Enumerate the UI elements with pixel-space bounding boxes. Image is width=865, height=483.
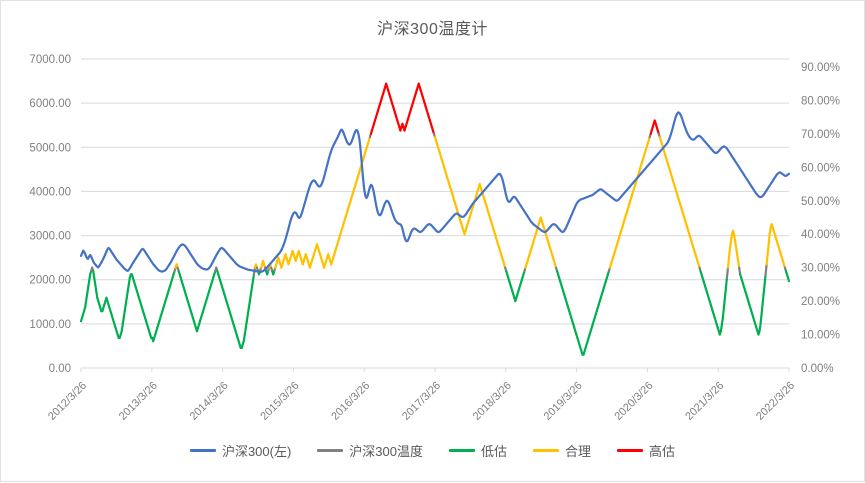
- legend-item[interactable]: 沪深300(左): [189, 441, 292, 460]
- x-axis-tick: 2021/3/26: [683, 380, 726, 423]
- legend-swatch-icon: [533, 448, 560, 453]
- y-axis-left-tick: 2000.00: [29, 275, 71, 287]
- y-axis-left-tick: 5000.00: [29, 142, 71, 154]
- y-axis-left-tick: 3000.00: [29, 231, 71, 243]
- x-axis-tick: 2018/3/26: [471, 380, 514, 423]
- chart-title: 沪深300温度计: [377, 21, 488, 38]
- x-axis-tick: 2017/3/26: [400, 380, 443, 423]
- y-axis-right-tick: 30.00%: [801, 263, 840, 275]
- y-axis-left-tick: 4000.00: [29, 186, 71, 198]
- x-axis-tick: 2020/3/26: [612, 380, 655, 423]
- x-axis-tick: 2015/3/26: [258, 380, 301, 423]
- legend-label: 合理: [565, 444, 592, 459]
- x-axis-tick: 2012/3/26: [46, 380, 89, 423]
- y-axis-left-tick: 1000.00: [29, 319, 71, 331]
- x-axis-labels: 2012/3/26 2013/3/26 2014/3/26 2015/3/26 2016…: [46, 380, 797, 423]
- series-temperature: [79, 82, 791, 356]
- legend-item[interactable]: 低估: [449, 441, 507, 460]
- x-axis-tick: 2019/3/26: [542, 380, 585, 423]
- y-axis-right-tick: 70.00%: [801, 129, 840, 141]
- y-axis-left-labels: 0.00 1000.00 2000.00 3000.00 4000.00 5000.00 6…: [29, 54, 71, 375]
- y-axis-right-labels: 0.00% 10.00% 20.00% 30.00% 40.00% 50.00% 60.00…: [801, 62, 840, 375]
- y-axis-left-tick: 7000.00: [29, 54, 71, 66]
- series-index: [79, 111, 791, 273]
- y-axis-right-tick: 0.00%: [801, 363, 834, 375]
- y-axis-left-tick: 6000.00: [29, 98, 71, 110]
- y-axis-right-tick: 60.00%: [801, 162, 840, 174]
- legend-item[interactable]: 合理: [533, 441, 591, 460]
- y-axis-left-tick: 0.00: [49, 363, 71, 375]
- legend-swatch-icon: [449, 448, 475, 453]
- x-axis-tick: 2022/3/26: [754, 380, 797, 423]
- y-axis-right-tick: 10.00%: [801, 330, 840, 342]
- x-axis-tick: 2016/3/26: [329, 380, 372, 423]
- legend-swatch-icon: [317, 448, 344, 453]
- chart-legend: 沪深300(左) 沪深300温度 低估 合理 高估: [1, 441, 864, 460]
- y-axis-right-tick: 90.00%: [801, 62, 840, 74]
- legend-swatch-icon: [189, 448, 216, 453]
- y-axis-right-tick: 40.00%: [801, 229, 840, 241]
- legend-label: 高估: [649, 444, 676, 459]
- y-axis-right-tick: 50.00%: [801, 196, 840, 208]
- legend-label: 沪深300温度: [349, 444, 423, 459]
- legend-label: 低估: [481, 444, 508, 459]
- y-axis-right-tick: 20.00%: [801, 296, 840, 308]
- x-axis-tick: 2014/3/26: [188, 380, 231, 423]
- legend-swatch-icon: [617, 448, 644, 453]
- x-axis-tick: 2013/3/26: [117, 380, 160, 423]
- y-axis-right-tick: 80.00%: [801, 95, 840, 107]
- legend-label: 沪深300(左): [221, 444, 292, 459]
- legend-item[interactable]: 沪深300温度: [317, 441, 423, 460]
- legend-item[interactable]: 高估: [617, 441, 675, 460]
